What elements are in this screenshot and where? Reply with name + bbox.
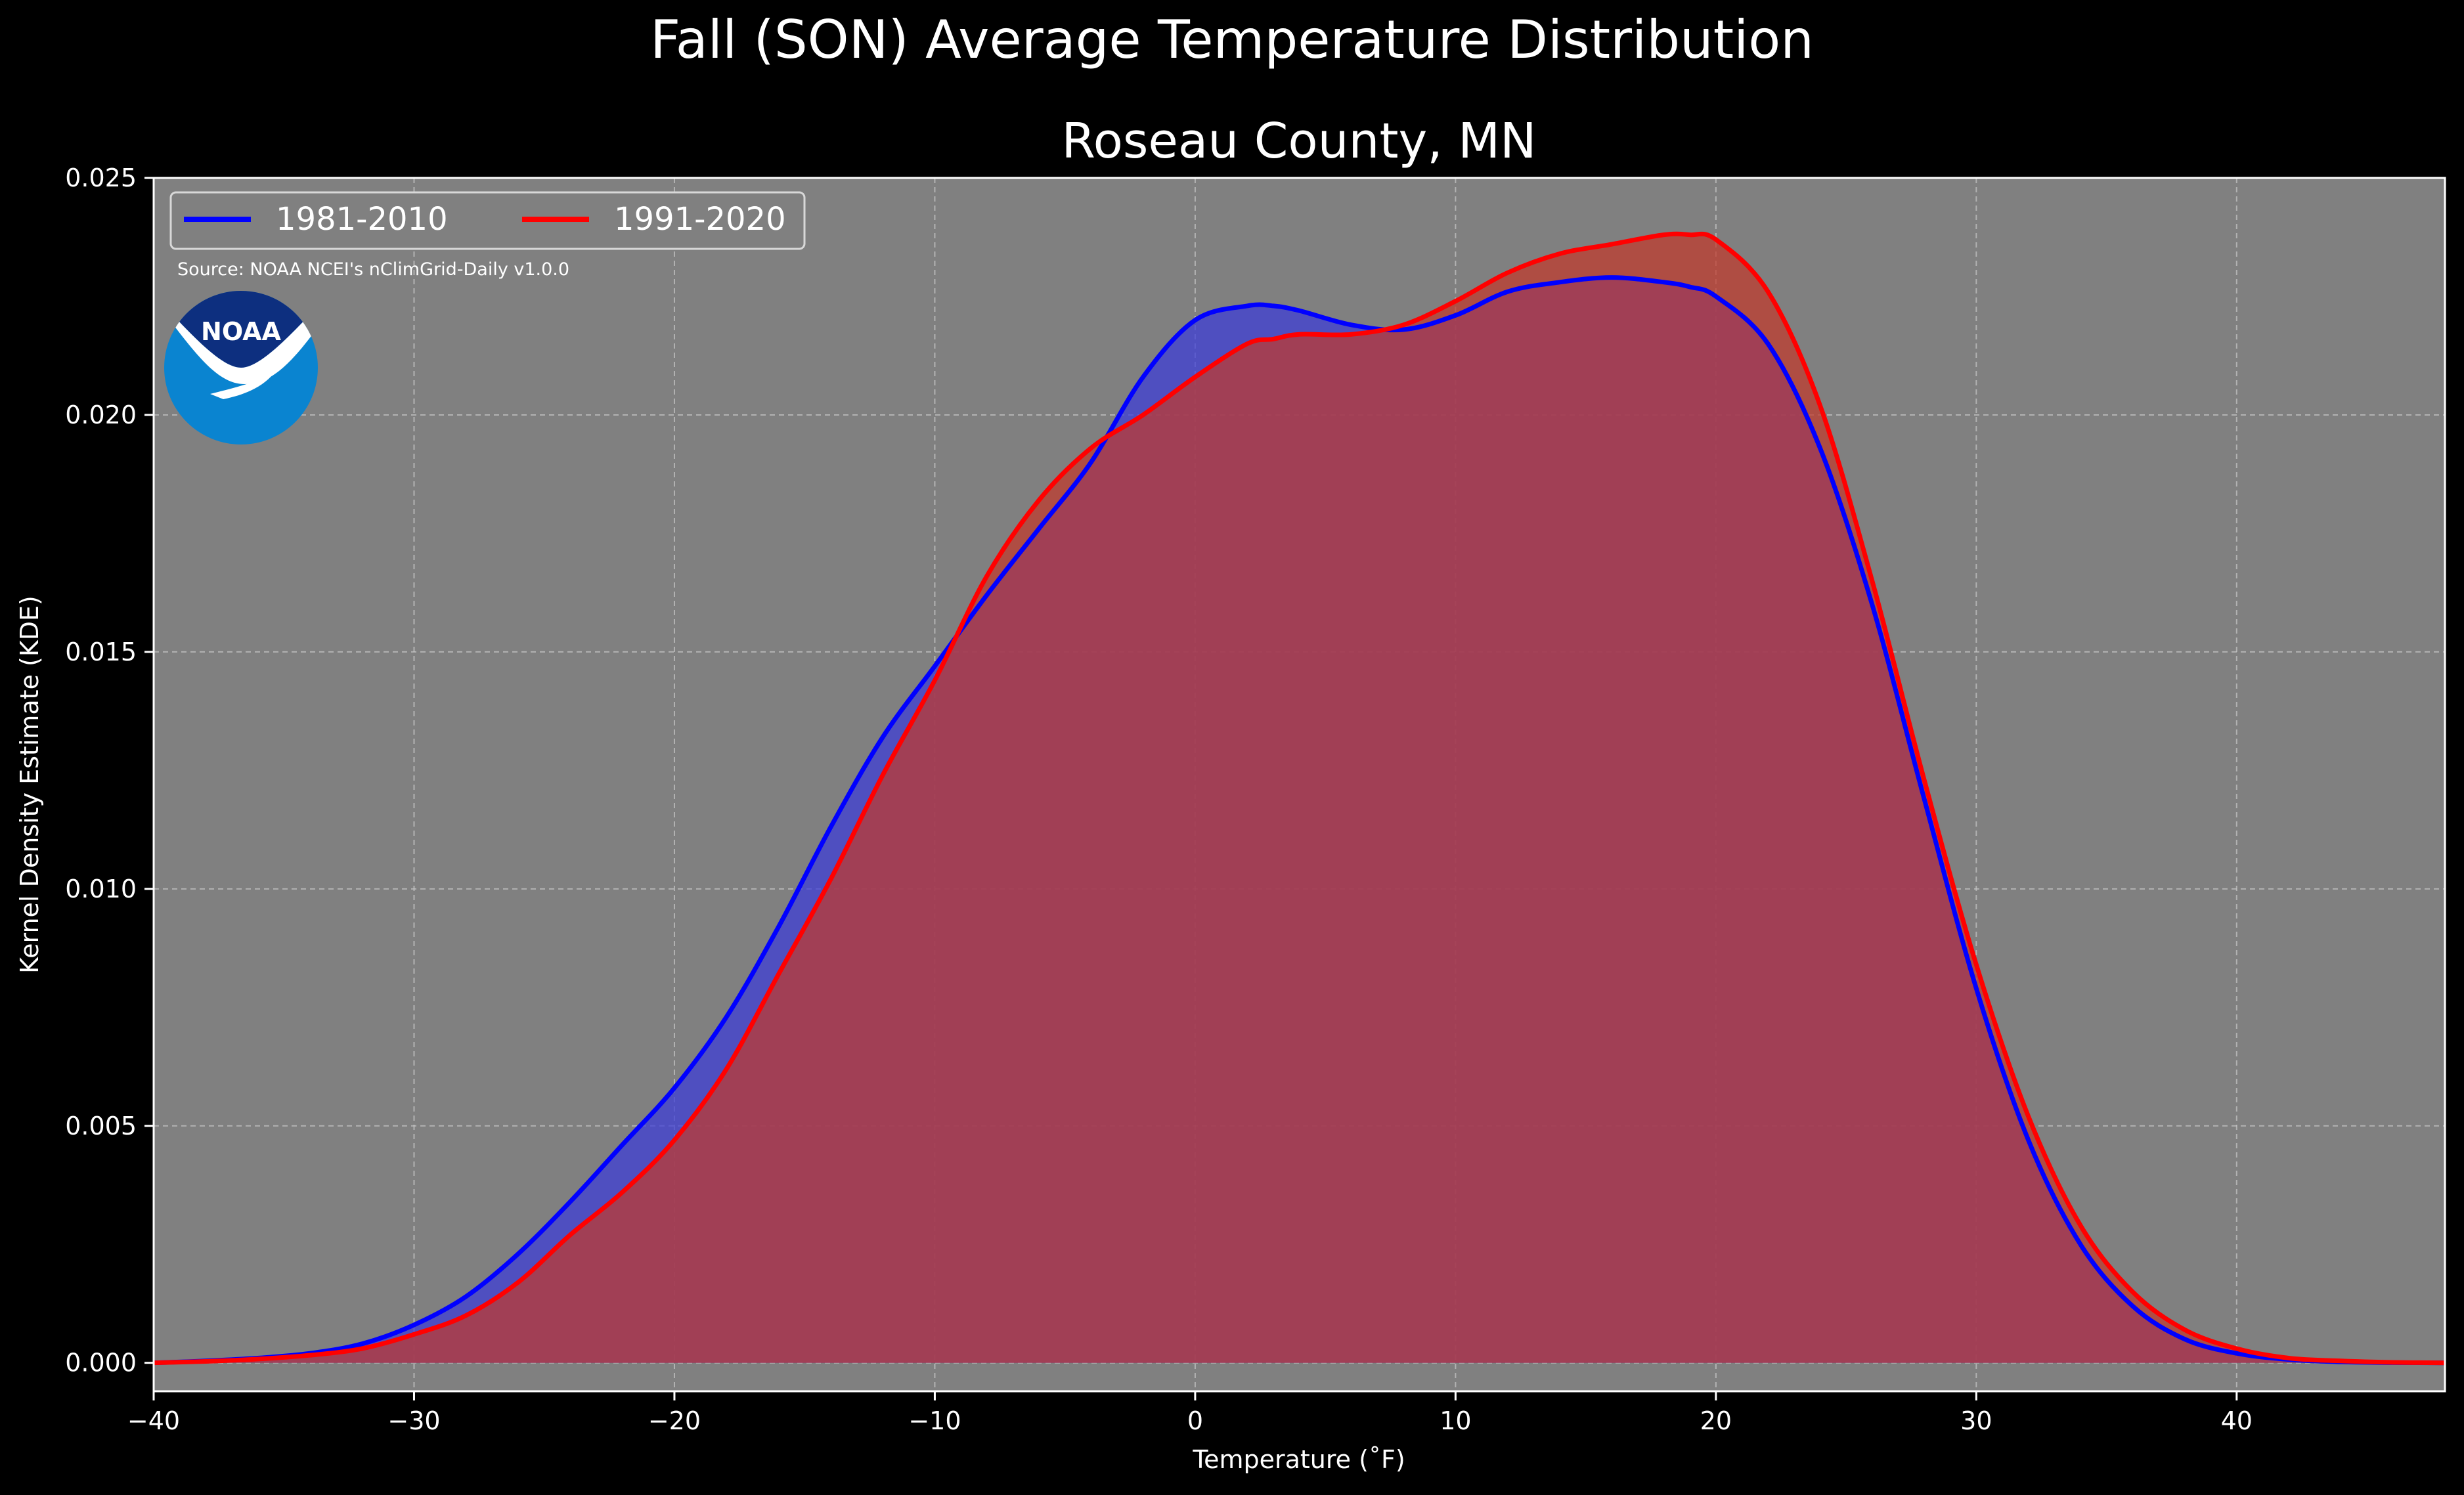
- y-tick-label: 0.010: [65, 875, 137, 903]
- density-areas: [154, 234, 2445, 1363]
- legend-box: [169, 191, 806, 250]
- legend: 1981-2010 1991-2020: [169, 191, 806, 250]
- line-1991-2020: [153, 231, 2446, 1366]
- x-tick-label: 30: [1960, 1406, 1992, 1435]
- chart-title: Roseau County, MN: [1061, 113, 1536, 169]
- x-tick-label: 20: [1700, 1406, 1732, 1435]
- x-tick-label: −40: [127, 1406, 180, 1435]
- x-axis-label: Temperature (˚F): [1192, 1445, 1405, 1474]
- line-1981-2010: [153, 275, 2446, 1366]
- y-tick-label: 0.020: [65, 401, 137, 429]
- x-axis: −40 −30 −20 −10 0 10 20 30 40: [127, 1391, 2253, 1435]
- x-tick-label: −10: [908, 1406, 961, 1435]
- plot-frame: [152, 177, 2446, 1393]
- y-tick-label: 0.000: [65, 1349, 137, 1377]
- y-tick-label: 0.015: [65, 638, 137, 666]
- noaa-logo-text: NOAA: [201, 317, 281, 346]
- source-note: Source: NOAA NCEI's nClimGrid-Daily v1.0…: [177, 259, 569, 280]
- legend-label-1981-2010: 1981-2010: [276, 201, 448, 238]
- x-tick-label: 40: [2221, 1406, 2253, 1435]
- density-lines: [153, 231, 2446, 1366]
- area-1991-2020: [154, 234, 2445, 1363]
- y-tick-label: 0.025: [65, 163, 137, 192]
- x-tick-label: 0: [1187, 1406, 1203, 1435]
- x-tick-label: 10: [1440, 1406, 1471, 1435]
- y-tick-label: 0.005: [65, 1112, 137, 1140]
- plot-area: [152, 177, 2446, 1393]
- y-axis-label: Kernel Density Estimate (KDE): [15, 596, 44, 974]
- y-axis: 0.000 0.005 0.010 0.015 0.020 0.025: [65, 163, 154, 1377]
- chart-suptitle: Fall (SON) Average Temperature Distribut…: [650, 9, 1814, 70]
- x-tick-label: −20: [648, 1406, 701, 1435]
- legend-label-1991-2020: 1991-2020: [614, 201, 786, 238]
- x-tick-label: −30: [387, 1406, 440, 1435]
